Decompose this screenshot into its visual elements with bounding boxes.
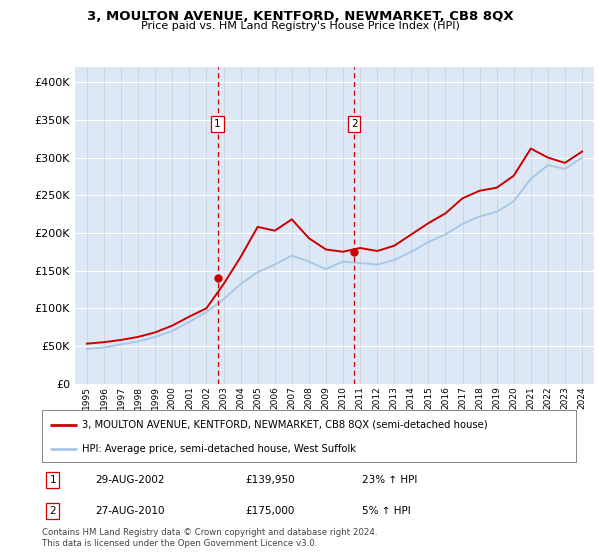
Text: 5% ↑ HPI: 5% ↑ HPI [362, 506, 411, 516]
Text: 2: 2 [351, 119, 358, 129]
Text: HPI: Average price, semi-detached house, West Suffolk: HPI: Average price, semi-detached house,… [82, 444, 356, 454]
Text: Price paid vs. HM Land Registry's House Price Index (HPI): Price paid vs. HM Land Registry's House … [140, 21, 460, 31]
Text: 23% ↑ HPI: 23% ↑ HPI [362, 475, 418, 485]
Text: £175,000: £175,000 [245, 506, 294, 516]
Text: 1: 1 [49, 475, 56, 485]
Text: 3, MOULTON AVENUE, KENTFORD, NEWMARKET, CB8 8QX (semi-detached house): 3, MOULTON AVENUE, KENTFORD, NEWMARKET, … [82, 419, 488, 430]
Text: Contains HM Land Registry data © Crown copyright and database right 2024.
This d: Contains HM Land Registry data © Crown c… [42, 528, 377, 548]
Text: 1: 1 [214, 119, 221, 129]
Text: 2: 2 [49, 506, 56, 516]
Text: 27-AUG-2010: 27-AUG-2010 [95, 506, 165, 516]
Text: 29-AUG-2002: 29-AUG-2002 [95, 475, 165, 485]
Text: £139,950: £139,950 [245, 475, 295, 485]
Text: 3, MOULTON AVENUE, KENTFORD, NEWMARKET, CB8 8QX: 3, MOULTON AVENUE, KENTFORD, NEWMARKET, … [86, 10, 514, 23]
